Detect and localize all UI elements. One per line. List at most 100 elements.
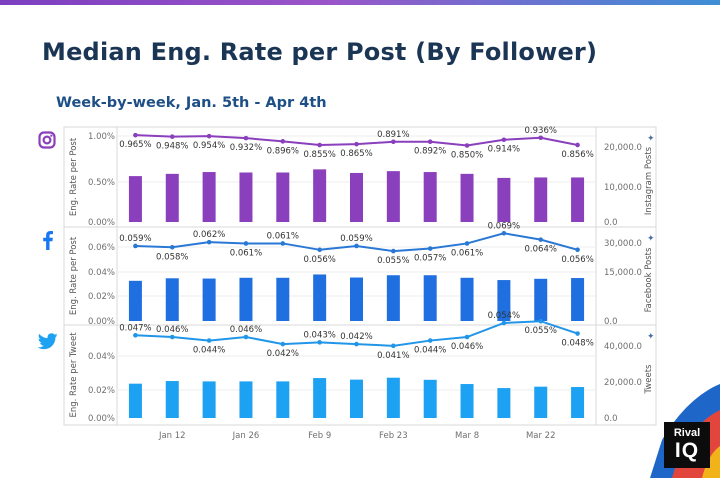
facebook-rate-label: 0.056% bbox=[561, 255, 593, 265]
facebook-y-tick-label: 0.02% bbox=[88, 292, 115, 302]
facebook-rate-label: 0.059% bbox=[119, 234, 151, 244]
twitter-y2-tick-label: 0.0 bbox=[604, 414, 618, 424]
twitter-y2-tick-label: 20,000.0 bbox=[604, 378, 642, 388]
facebook-y-tick-label: 0.00% bbox=[88, 317, 115, 327]
instagram-pin-icon: ✦ bbox=[647, 134, 655, 144]
instagram-rate-point bbox=[501, 137, 507, 143]
instagram-posts-bar bbox=[460, 173, 474, 222]
twitter-rate-point bbox=[391, 343, 396, 349]
twitter-y2-tick-label: 40,000.0 bbox=[604, 342, 642, 352]
instagram-rate-label: 0.965% bbox=[119, 140, 151, 150]
facebook-posts-bar bbox=[202, 278, 216, 321]
facebook-icon bbox=[43, 231, 53, 250]
twitter-posts-bar bbox=[165, 381, 179, 418]
twitter-rate-label: 0.046% bbox=[156, 325, 188, 335]
facebook-rate-point bbox=[354, 243, 359, 249]
twitter-y2-axis-title: Tweets bbox=[644, 364, 654, 395]
twitter-posts-bar bbox=[386, 377, 400, 418]
instagram-y2-axis-title: Instagram Posts bbox=[644, 146, 654, 215]
facebook-rate-label: 0.061% bbox=[267, 231, 299, 241]
facebook-posts-bar bbox=[313, 274, 327, 321]
facebook-posts-bar bbox=[276, 277, 290, 321]
x-tick-label: Mar 8 bbox=[455, 431, 479, 441]
twitter-rate-label: 0.048% bbox=[561, 339, 593, 349]
instagram-y-tick-label: 0.00% bbox=[88, 218, 115, 228]
twitter-rate-point bbox=[464, 334, 470, 340]
twitter-rate-point bbox=[317, 340, 322, 345]
instagram-posts-bar bbox=[571, 177, 585, 222]
instagram-posts-bar bbox=[165, 173, 179, 222]
instagram-posts-bar bbox=[423, 172, 437, 222]
twitter-rate-label: 0.044% bbox=[414, 346, 446, 356]
facebook-posts-bar bbox=[239, 277, 253, 321]
facebook-rate-label: 0.059% bbox=[340, 234, 372, 244]
x-tick-label: Mar 22 bbox=[526, 431, 556, 441]
instagram-rate-label: 0.954% bbox=[193, 141, 225, 151]
instagram-posts-bar bbox=[350, 172, 363, 222]
instagram-rate-label: 0.948% bbox=[156, 142, 188, 152]
instagram-rate-point bbox=[133, 132, 138, 138]
x-tick-label: Feb 9 bbox=[308, 431, 331, 441]
twitter-rate-label: 0.042% bbox=[340, 332, 372, 342]
instagram-rate-point bbox=[243, 135, 249, 141]
instagram-posts-bar bbox=[202, 172, 216, 222]
facebook-posts-bar bbox=[165, 278, 179, 321]
instagram-icon bbox=[38, 131, 56, 149]
facebook-rate-point bbox=[280, 241, 286, 246]
twitter-rate-label: 0.041% bbox=[377, 351, 409, 361]
twitter-icon bbox=[38, 333, 58, 350]
instagram-rate-label: 0.896% bbox=[267, 146, 299, 156]
instagram-rate-label: 0.892% bbox=[414, 147, 446, 157]
logo-line-2: IQ bbox=[674, 439, 700, 462]
facebook-y2-axis-title: Facebook Posts bbox=[644, 247, 654, 312]
facebook-rate-point bbox=[133, 243, 138, 249]
page-subtitle: Week-by-week, Jan. 5th - Apr 4th bbox=[56, 95, 327, 111]
facebook-rate-point bbox=[391, 248, 396, 254]
facebook-rate-label: 0.058% bbox=[156, 252, 188, 262]
instagram-rate-point bbox=[317, 142, 322, 148]
instagram-rate-label: 0.855% bbox=[303, 150, 335, 160]
facebook-rate-point bbox=[243, 241, 249, 246]
facebook-posts-bar bbox=[571, 278, 585, 321]
facebook-posts-bar bbox=[497, 280, 511, 321]
top-accent-bar bbox=[0, 0, 720, 5]
facebook-y-tick-label: 0.04% bbox=[88, 268, 115, 278]
twitter-rate-label: 0.047% bbox=[119, 323, 151, 333]
logo-line-1: Rival bbox=[673, 427, 701, 439]
facebook-posts-bar bbox=[128, 280, 142, 321]
instagram-rate-label: 0.850% bbox=[451, 151, 483, 161]
instagram-posts-bar bbox=[128, 176, 142, 222]
twitter-rate-label: 0.054% bbox=[488, 311, 520, 321]
twitter-y-tick-label: 0.00% bbox=[88, 414, 115, 424]
facebook-posts-bar bbox=[423, 275, 437, 321]
facebook-rate-point bbox=[501, 230, 507, 236]
facebook-rate-point bbox=[169, 244, 175, 250]
instagram-rate-point bbox=[575, 142, 580, 148]
chart-frame bbox=[63, 126, 657, 426]
twitter-y-tick-label: 0.04% bbox=[88, 352, 115, 362]
twitter-rate-label: 0.055% bbox=[525, 326, 557, 336]
twitter-posts-bar bbox=[276, 381, 290, 418]
facebook-y2-tick-label: 15,000.0 bbox=[604, 268, 642, 278]
twitter-rate-label: 0.043% bbox=[303, 330, 335, 340]
instagram-rate-point bbox=[391, 139, 396, 145]
twitter-rate-point bbox=[575, 331, 580, 336]
instagram-y2-tick-label: 10,000.0 bbox=[604, 183, 642, 193]
facebook-rate-label: 0.061% bbox=[451, 248, 483, 258]
facebook-rate-label: 0.055% bbox=[377, 256, 409, 266]
instagram-rate-point bbox=[280, 139, 286, 144]
twitter-rate-point bbox=[501, 320, 507, 326]
facebook-rate-label: 0.061% bbox=[230, 248, 262, 258]
twitter-posts-bar bbox=[128, 383, 142, 418]
x-tick-label: Feb 23 bbox=[379, 431, 408, 441]
twitter-posts-bar bbox=[497, 388, 511, 418]
twitter-rate-point bbox=[243, 334, 249, 340]
instagram-rate-label: 0.856% bbox=[561, 150, 593, 160]
instagram-rate-label: 0.936% bbox=[525, 126, 557, 136]
twitter-y-tick-label: 0.02% bbox=[88, 386, 115, 396]
instagram-y2-tick-label: 20,000.0 bbox=[604, 143, 642, 153]
instagram-rate-point bbox=[427, 139, 433, 145]
facebook-posts-bar bbox=[350, 277, 363, 321]
twitter-posts-bar bbox=[313, 378, 327, 418]
facebook-rate-point bbox=[206, 239, 212, 245]
